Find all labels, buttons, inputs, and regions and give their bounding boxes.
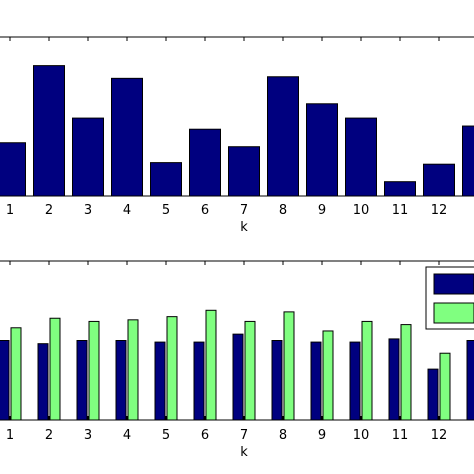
- bar-bottom-s2-11: [400, 324, 412, 421]
- x-tick-label: 3: [84, 428, 92, 443]
- bar-bottom-s1-7: [232, 333, 244, 421]
- x-tick-label: 8: [279, 428, 287, 443]
- bar-bottom-s1-8: [271, 340, 283, 421]
- bar-top-s1-9: [306, 103, 338, 197]
- x-tick-label: 8: [279, 203, 287, 218]
- bottom-bar-chart: 1 2 3 4 5 6 7 8 9 10 11 12: [0, 260, 474, 443]
- bar-bottom-s2-5: [166, 316, 178, 421]
- x-tick-label: 9: [318, 428, 326, 443]
- bar-top-s1-4: [111, 77, 143, 197]
- bar-top-s1-11: [384, 181, 416, 197]
- bar-bottom-s1-3: [76, 340, 88, 421]
- x-tick-label: 4: [123, 428, 131, 443]
- x-tick-label: 1: [6, 428, 14, 443]
- bar-top-s1-extra: [462, 125, 474, 197]
- x-tick-label: 9: [318, 203, 326, 218]
- bar-bottom-s2-8: [283, 311, 295, 421]
- x-tick-label: 5: [162, 428, 170, 443]
- bar-bottom-s2-4: [127, 319, 139, 421]
- x-tick-label: 7: [240, 203, 248, 218]
- x-tick-label: 11: [392, 203, 409, 218]
- x-tick-label: 6: [201, 203, 209, 218]
- bar-bottom-s2-9: [322, 330, 334, 421]
- bar-bottom-s1-4: [115, 340, 127, 421]
- legend-swatch-1: [433, 273, 474, 295]
- x-tick-label: 2: [45, 203, 53, 218]
- bar-bottom-s2-10: [361, 320, 373, 421]
- bar-bottom-s2-1: [10, 327, 22, 421]
- bar-bottom-s2-12: [439, 352, 451, 421]
- x-tick-label: 2: [45, 428, 53, 443]
- bar-bottom-s1-9: [310, 341, 322, 421]
- bar-bottom-s1-6: [193, 341, 205, 421]
- x-tick-label: 10: [353, 203, 370, 218]
- x-tick-label: 7: [240, 428, 248, 443]
- x-tick-label: 1: [6, 203, 14, 218]
- bar-bottom-s2-7: [244, 320, 256, 421]
- bar-bottom-s1-10: [349, 341, 361, 421]
- bar-top-s1-6: [189, 128, 221, 197]
- bar-bottom-s1-11: [388, 338, 400, 421]
- bar-top-s1-3: [72, 117, 104, 197]
- x-tick-label: 12: [431, 203, 448, 218]
- bar-top-s1-12: [423, 163, 455, 197]
- bar-bottom-s1-extra: [466, 340, 474, 421]
- x-tick-label: 12: [431, 428, 448, 443]
- x-tick-label: 11: [392, 428, 409, 443]
- bar-top-s1-8: [267, 76, 299, 197]
- bar-bottom-s2-3: [88, 320, 100, 421]
- x-tick-label: 3: [84, 203, 92, 218]
- bar-top-s1-7: [228, 146, 260, 197]
- top-x-axis-label: k: [240, 220, 248, 235]
- bar-top-s1-10: [345, 117, 377, 197]
- bar-bottom-s2-6: [205, 309, 217, 421]
- x-tick-label: 5: [162, 203, 170, 218]
- x-tick-label: 6: [201, 428, 209, 443]
- bar-bottom-s1-1: [0, 340, 10, 421]
- bar-bottom-s1-2: [37, 343, 49, 421]
- bar-top-s1-2: [33, 65, 65, 197]
- bar-bottom-s2-2: [49, 317, 61, 421]
- legend: [425, 266, 474, 330]
- bar-top-s1-5: [150, 162, 182, 197]
- x-tick-label: 10: [353, 428, 370, 443]
- bottom-x-axis-label: k: [240, 445, 248, 460]
- top-bar-chart: 1 2 3 4 5 6 7 8 9 10 11 12: [0, 36, 474, 218]
- x-tick-label: 4: [123, 203, 131, 218]
- bar-bottom-s1-12: [427, 368, 439, 421]
- bar-bottom-s1-5: [154, 341, 166, 421]
- legend-swatch-2: [433, 302, 474, 324]
- bar-top-s1-1: [0, 142, 26, 197]
